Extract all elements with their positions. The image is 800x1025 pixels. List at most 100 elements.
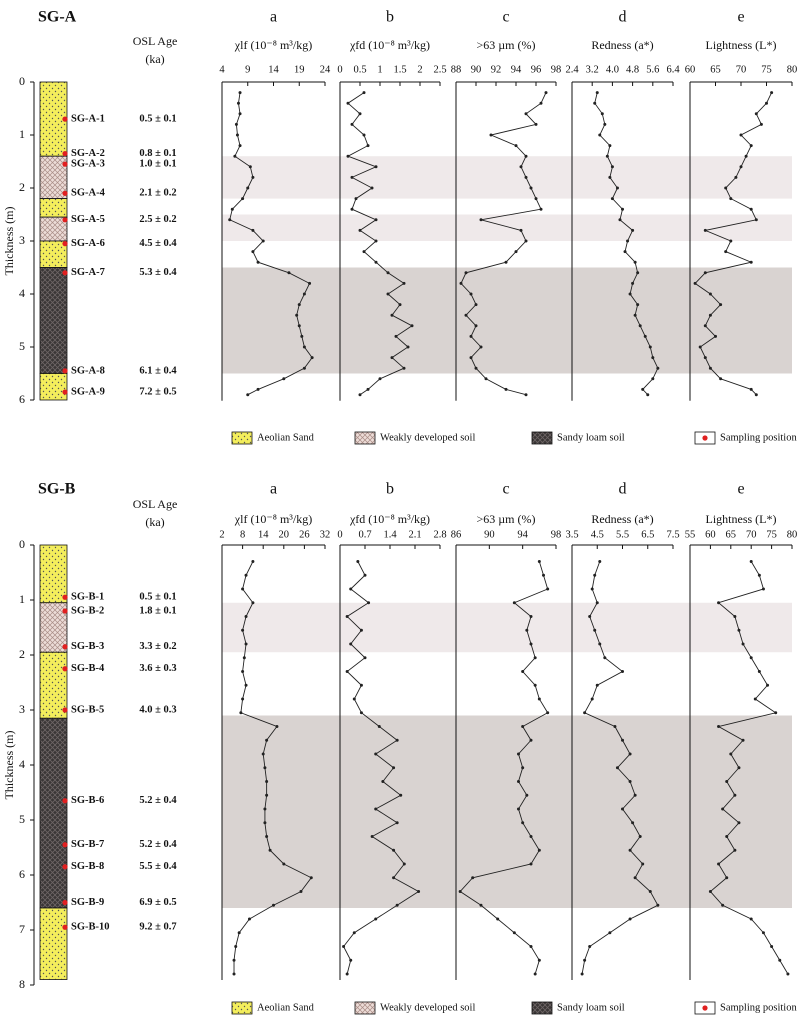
profile-point	[537, 958, 541, 962]
profile-point	[633, 793, 637, 797]
profile-point	[725, 780, 729, 783]
y-tick-label: 2	[19, 647, 25, 661]
profile-point	[525, 793, 529, 797]
profile-point	[651, 356, 655, 360]
profile-point	[724, 250, 728, 254]
profile-point	[737, 766, 741, 770]
sample-dot	[62, 161, 68, 167]
profile-point	[537, 848, 541, 852]
y-tick-label: 5	[19, 812, 25, 826]
profile-point	[251, 175, 255, 179]
osl-header: OSL Age	[133, 34, 178, 48]
x-tick-label: 24	[320, 64, 331, 75]
profile-point	[590, 587, 594, 591]
profile-point	[770, 91, 774, 95]
profile-point	[734, 175, 738, 179]
sample-name: SG-B-9	[71, 897, 104, 908]
x-tick-label: 7.5	[666, 529, 679, 540]
profile-point	[251, 228, 255, 232]
profile-point	[263, 821, 267, 825]
profile-point	[345, 670, 349, 673]
profile-point	[459, 281, 463, 285]
profile-point	[514, 144, 518, 148]
profile-point	[394, 334, 398, 338]
sample-age: 0.5 ± 0.1	[139, 592, 176, 603]
lithology-layer	[39, 717, 68, 909]
profile-point	[366, 144, 370, 148]
profile-point	[251, 560, 255, 563]
profile-point	[719, 377, 723, 381]
profile-point	[233, 154, 237, 158]
profile-line	[460, 92, 547, 396]
profile-point	[244, 573, 248, 577]
sample-name: SG-B-10	[71, 922, 110, 933]
profile-point	[479, 345, 483, 349]
profile-point	[272, 903, 275, 907]
profile-point	[238, 91, 242, 95]
profile-point	[754, 218, 758, 222]
x-tick-label: 26	[299, 529, 310, 540]
lithology-layer	[39, 198, 68, 218]
x-tick-label: 0.7	[358, 529, 371, 540]
profile-point	[608, 931, 612, 935]
profile-point	[737, 628, 741, 632]
x-tick-label: 90	[471, 64, 482, 75]
profile-point	[265, 738, 269, 742]
profile-point	[749, 387, 753, 391]
profile-point	[309, 876, 313, 880]
y-tick-label: 3	[19, 233, 25, 247]
profile-point	[583, 711, 587, 715]
sample-dot	[62, 368, 68, 374]
osl-header: (ka)	[145, 515, 164, 529]
x-axis-label: Redness (a*)	[591, 512, 653, 526]
profile-point	[370, 835, 374, 838]
profile-point	[613, 725, 617, 728]
legend-swatch	[531, 431, 553, 445]
sample-name: SG-A-9	[71, 386, 105, 397]
x-tick-label: 4.5	[591, 529, 604, 540]
lithology-layer	[39, 373, 68, 401]
x-tick-label: 60	[685, 64, 696, 75]
profile-point	[600, 112, 604, 116]
legend-swatch	[531, 1001, 553, 1015]
sample-age: 5.2 ± 0.4	[139, 839, 177, 850]
sample-dot	[62, 389, 68, 395]
profile-point	[374, 917, 378, 921]
profile-point	[302, 292, 306, 296]
profile-point	[546, 711, 550, 715]
profile-point	[648, 890, 652, 893]
profile-point	[299, 890, 303, 893]
profile-point	[628, 917, 632, 921]
profile-point	[374, 165, 378, 169]
profile-point	[354, 197, 358, 201]
profile-point	[244, 683, 248, 687]
profile-point	[633, 313, 637, 317]
profile-point	[464, 313, 468, 317]
x-tick-label: 4	[219, 64, 225, 75]
sample-name: SG-A-5	[71, 214, 105, 225]
osl-header: (ka)	[145, 52, 164, 66]
profile-point	[282, 377, 286, 381]
sample-name: SG-B-3	[71, 641, 104, 652]
profile-point	[517, 752, 520, 756]
profile-point	[524, 393, 528, 397]
sample-age: 5.5 ± 0.4	[139, 861, 177, 872]
profile-point	[529, 738, 533, 742]
profile-point	[519, 165, 523, 169]
x-tick-label: 2.4	[565, 64, 579, 75]
profile-point	[631, 281, 635, 285]
panel-letter: c	[502, 481, 509, 498]
sample-age: 5.2 ± 0.4	[139, 795, 177, 806]
sample-dot	[62, 150, 68, 157]
sample-age: 2.5 ± 0.2	[139, 214, 176, 225]
x-tick-label: 92	[491, 64, 502, 75]
profile-point	[236, 101, 240, 105]
profile-point	[539, 101, 543, 105]
y-tick-label: 6	[19, 392, 25, 406]
profile-point	[261, 239, 265, 243]
profile-point	[633, 876, 637, 880]
profile-point	[474, 324, 478, 328]
profile-point	[598, 560, 602, 563]
shade-band	[222, 214, 792, 241]
profile-point	[263, 766, 267, 770]
